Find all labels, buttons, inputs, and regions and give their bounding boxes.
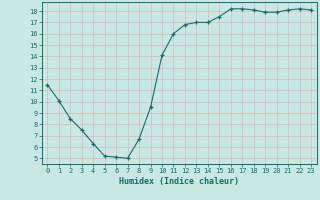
- X-axis label: Humidex (Indice chaleur): Humidex (Indice chaleur): [119, 177, 239, 186]
